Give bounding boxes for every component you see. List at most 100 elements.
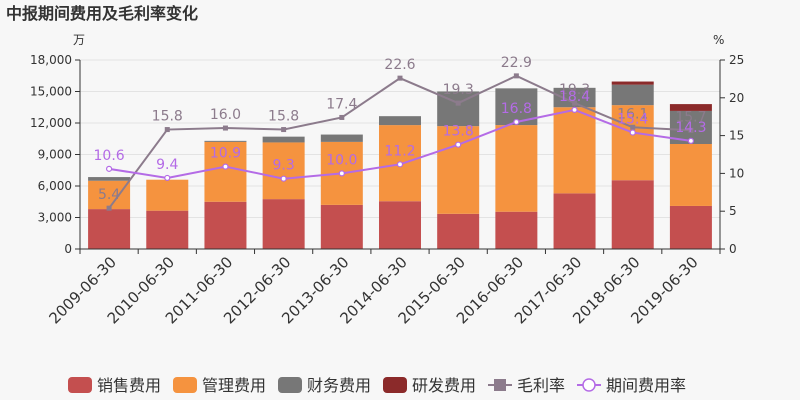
- line-point-marker: [396, 161, 404, 168]
- bar-segment: [146, 179, 189, 211]
- line-point-marker: [630, 124, 636, 130]
- line-data-label: 11.2: [384, 143, 415, 159]
- line-data-label: 17.4: [326, 96, 357, 112]
- line-point-marker: [222, 163, 229, 170]
- legend-item[interactable]: 研发费用: [383, 376, 476, 395]
- left-axis-tick-label: 6,000: [38, 179, 72, 193]
- line-data-label: 15.4: [617, 112, 648, 128]
- legend-item[interactable]: 期间费用率: [577, 376, 686, 395]
- line-data-label: 10.9: [210, 146, 241, 162]
- legend-label: 销售费用: [97, 376, 161, 395]
- legend-item[interactable]: 毛利率: [488, 376, 565, 395]
- legend-item[interactable]: 管理费用: [173, 376, 266, 395]
- legend-swatch: [383, 377, 407, 393]
- left-axis-tick-label: 15,000: [30, 85, 72, 99]
- line-point-marker: [105, 165, 113, 172]
- bar-segment: [437, 126, 480, 214]
- bar-segment: [88, 177, 131, 181]
- line-data-label: 16.0: [210, 107, 241, 123]
- bar-segment: [437, 213, 480, 249]
- line-point-marker: [397, 75, 403, 81]
- left-axis-unit: 万: [73, 33, 85, 47]
- left-axis-tick-label: 3,000: [38, 211, 72, 225]
- bar-segment: [553, 87, 596, 108]
- bar-segment: [611, 81, 654, 85]
- line-point-marker: [106, 205, 112, 211]
- line-data-label: 15.8: [268, 109, 299, 125]
- line-data-label: 9.3: [273, 158, 295, 174]
- right-axis-tick-label: 20: [729, 91, 744, 105]
- bar-segment: [146, 210, 189, 249]
- bar-segment: [495, 211, 538, 249]
- line-data-label: 14.3: [675, 120, 706, 136]
- line-point-marker: [455, 141, 462, 148]
- line-point-marker: [688, 127, 694, 133]
- line-data-label: 15.7: [675, 109, 706, 125]
- line-data-label: 18.4: [559, 89, 590, 105]
- bar-segment: [320, 204, 363, 249]
- line-data-label: 19.3: [559, 82, 590, 98]
- right-axis-tick-label: 5: [729, 204, 737, 218]
- bar-segment: [262, 199, 305, 249]
- bar-segment: [262, 142, 305, 200]
- legend-marker-symbol: [494, 379, 506, 391]
- bar-segment: [379, 201, 421, 249]
- bar-segment: [88, 209, 131, 249]
- bar-segment: [553, 193, 596, 249]
- line-data-label: 15.8: [152, 109, 183, 125]
- line-point-marker: [571, 106, 578, 113]
- legend-swatch: [173, 377, 197, 393]
- line-data-label: 16.8: [501, 101, 532, 117]
- legend-label: 期间费用率: [606, 376, 686, 395]
- right-axis-tick-label: 0: [729, 242, 737, 256]
- line-data-label: 10.6: [94, 148, 125, 164]
- line-point-marker: [629, 129, 636, 136]
- bar-segment: [204, 140, 247, 142]
- legend-swatch: [278, 377, 302, 393]
- bar-segment: [204, 201, 247, 249]
- right-axis-unit: %: [713, 33, 724, 47]
- bar-segment: [204, 141, 247, 202]
- right-axis-tick-label: 10: [729, 166, 744, 180]
- bar-segment: [669, 104, 712, 111]
- legend-label: 管理费用: [202, 376, 266, 395]
- line-point-marker: [222, 125, 228, 131]
- bar-segment: [669, 144, 712, 206]
- bar-segment: [553, 107, 596, 194]
- line-data-label: 22.9: [501, 55, 532, 71]
- line-point-marker: [164, 127, 170, 133]
- line-data-label: 16.1: [617, 106, 648, 122]
- legend[interactable]: 销售费用 管理费用 财务费用 研发费用 毛利率 期间费用率: [68, 376, 686, 395]
- bar-segment: [495, 125, 538, 212]
- legend-label: 毛利率: [517, 376, 565, 395]
- line-data-label: 22.6: [384, 57, 415, 73]
- data-label-layer: 5.415.8 16.0 15.817.422.619.322.919.316.1 1…: [94, 55, 707, 203]
- line-data-label: 9.4: [156, 157, 178, 173]
- legend-label: 研发费用: [412, 376, 476, 395]
- legend-item[interactable]: 财务费用: [278, 376, 371, 395]
- line-data-label: 10.0: [326, 152, 357, 168]
- line-point-marker: [281, 127, 287, 133]
- bar-segment: [88, 180, 131, 210]
- line-point-marker: [572, 100, 578, 106]
- legend-item[interactable]: 销售费用: [68, 376, 161, 395]
- left-axis-tick-label: 0: [64, 242, 72, 256]
- line-data-label: 19.3: [443, 82, 474, 98]
- line-point-marker: [338, 170, 345, 177]
- line-point-marker: [164, 174, 171, 182]
- chart-title: 中报期间费用及毛利率变化: [6, 4, 198, 23]
- bar-segment: [611, 105, 654, 181]
- bar-segment: [611, 180, 654, 249]
- line-point-marker: [455, 100, 461, 106]
- line-layer: [105, 73, 695, 211]
- bar-segment: [669, 205, 712, 249]
- bar-segment: [379, 116, 421, 126]
- legend-swatch: [68, 377, 92, 393]
- right-axis-tick-label: 15: [729, 129, 744, 143]
- left-axis-tick-label: 12,000: [30, 116, 72, 130]
- left-axis-tick-label: 9,000: [38, 148, 72, 162]
- line-point-marker: [280, 175, 287, 182]
- legend-marker-symbol: [582, 378, 596, 392]
- bar-segment: [611, 84, 654, 106]
